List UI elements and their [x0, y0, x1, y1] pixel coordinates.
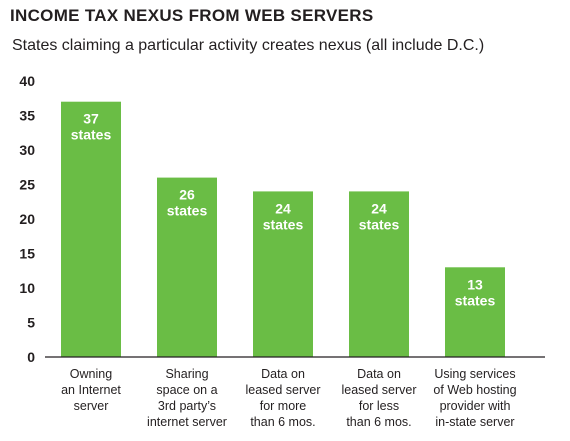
y-tick-label: 25 [19, 177, 35, 193]
y-tick-label: 0 [27, 349, 35, 365]
x-category-label: Using services [434, 367, 515, 381]
x-category-label: server [74, 399, 109, 413]
x-category-label: Owning [70, 367, 112, 381]
x-category-label: Data on [357, 367, 401, 381]
bar [61, 101, 121, 357]
x-category-label: than 6 mos. [250, 415, 315, 429]
bar [349, 191, 409, 357]
x-category-label: space on a [156, 383, 217, 397]
y-tick-label: 35 [19, 108, 35, 124]
x-category-label: 3rd party’s [158, 399, 216, 413]
bar-data-label: 24 [275, 200, 291, 216]
x-axis: Owning an Internet server Sharing space on a… [45, 356, 545, 429]
y-tick-label: 40 [19, 73, 35, 89]
bar [157, 177, 217, 357]
bar-data-label: 26 [179, 187, 195, 203]
bar [253, 191, 313, 357]
bar [445, 267, 505, 357]
x-category-label: than 6 mos. [346, 415, 411, 429]
y-tick-label: 20 [19, 211, 35, 227]
y-axis: 0 5 10 15 20 25 30 35 40 [19, 73, 35, 365]
y-tick-label: 10 [19, 280, 35, 296]
bar-data-label: states [263, 216, 304, 232]
x-category-label: of Web hosting [433, 383, 516, 397]
y-tick-label: 5 [27, 315, 35, 331]
bar-data-label: 13 [467, 276, 483, 292]
bar-data-label: states [455, 292, 496, 308]
x-category-label: leased server [341, 383, 416, 397]
y-tick-label: 15 [19, 246, 35, 262]
x-category-label: for less [359, 399, 399, 413]
x-category-label: Sharing [165, 367, 208, 381]
x-category-label: Data on [261, 367, 305, 381]
x-category-label: for more [260, 399, 307, 413]
x-category-label: provider with [440, 399, 511, 413]
bar-data-label: states [167, 203, 208, 219]
bar-data-label: 37 [83, 111, 99, 127]
bar-data-label: states [359, 216, 400, 232]
x-category-label: an Internet [61, 383, 121, 397]
chart-subtitle: States claiming a particular activity cr… [12, 37, 485, 54]
x-category-label: leased server [245, 383, 320, 397]
x-category-label: in-state server [435, 415, 514, 429]
x-category-label: internet server [147, 415, 227, 429]
chart-title: INCOME TAX NEXUS FROM WEB SERVERS [10, 6, 374, 25]
bar-data-label: 24 [371, 200, 387, 216]
bar-data-label: states [71, 127, 112, 143]
y-tick-label: 30 [19, 142, 35, 158]
